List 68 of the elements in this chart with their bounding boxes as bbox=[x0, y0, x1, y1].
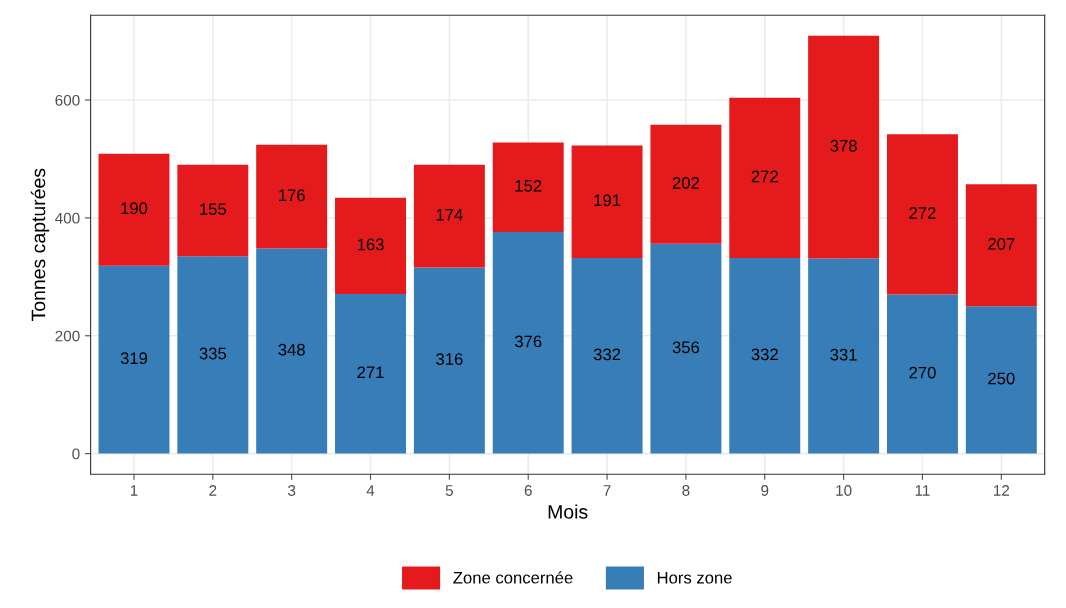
y-tick-label: 0 bbox=[72, 448, 80, 460]
bar bbox=[808, 35, 880, 259]
bar bbox=[571, 145, 643, 258]
bar bbox=[886, 294, 958, 454]
data-label: 270 bbox=[909, 366, 936, 379]
data-label: 272 bbox=[909, 207, 936, 219]
x-tick-label: 1 bbox=[130, 485, 138, 496]
x-tick-label: 2 bbox=[209, 485, 217, 496]
data-label: 376 bbox=[514, 335, 542, 348]
x-tick-label: 11 bbox=[915, 485, 930, 496]
bar bbox=[177, 164, 249, 257]
bar bbox=[808, 258, 880, 454]
bar bbox=[98, 153, 170, 266]
legend-label: Hors zone bbox=[657, 571, 732, 584]
data-label: 190 bbox=[121, 202, 148, 215]
data-label: 250 bbox=[988, 372, 1015, 385]
bar bbox=[492, 232, 564, 454]
y-tick-label: 400 bbox=[55, 212, 80, 224]
bar bbox=[965, 184, 1037, 307]
data-label: 348 bbox=[278, 343, 305, 356]
data-label: 174 bbox=[436, 208, 463, 221]
x-tick-label: 6 bbox=[524, 485, 532, 496]
x-axis-title: Mois bbox=[548, 504, 588, 519]
x-tick-label: 10 bbox=[836, 485, 852, 496]
data-label: 271 bbox=[357, 366, 384, 379]
bar bbox=[256, 144, 328, 249]
bar bbox=[571, 257, 643, 454]
x-tick-label: 8 bbox=[682, 485, 690, 496]
data-label: 272 bbox=[751, 170, 778, 183]
y-tick-label: 200 bbox=[55, 330, 80, 342]
x-tick-label: 12 bbox=[993, 485, 1010, 496]
data-label: 152 bbox=[515, 179, 542, 192]
bar bbox=[177, 256, 249, 454]
bar bbox=[965, 306, 1037, 454]
bar bbox=[335, 197, 407, 294]
x-tick-label: 3 bbox=[288, 485, 296, 496]
data-label: 332 bbox=[593, 348, 621, 361]
data-label: 331 bbox=[830, 348, 857, 361]
x-tick-label: 5 bbox=[445, 485, 453, 496]
bar bbox=[886, 134, 958, 295]
bar bbox=[650, 243, 722, 454]
data-label: 335 bbox=[199, 347, 227, 360]
data-label: 378 bbox=[830, 139, 857, 152]
data-label: 191 bbox=[594, 194, 621, 207]
data-label: 332 bbox=[751, 348, 778, 361]
data-label: 163 bbox=[357, 238, 384, 251]
legend-label: Zone concernée bbox=[453, 571, 573, 584]
bar bbox=[98, 265, 170, 454]
bar bbox=[729, 257, 801, 454]
x-tick-label: 4 bbox=[366, 485, 375, 496]
x-tick-label: 9 bbox=[761, 485, 769, 496]
data-label: 207 bbox=[988, 237, 1015, 250]
y-tick-label: 600 bbox=[55, 94, 80, 106]
data-label: 155 bbox=[200, 203, 227, 216]
x-tick-label: 7 bbox=[603, 485, 611, 496]
bar bbox=[492, 142, 564, 233]
data-label: 356 bbox=[672, 341, 700, 354]
data-label: 176 bbox=[279, 189, 305, 202]
data-label: 202 bbox=[672, 176, 699, 189]
bar bbox=[256, 248, 328, 454]
bar bbox=[729, 97, 801, 258]
bar bbox=[413, 164, 485, 268]
bar bbox=[335, 293, 407, 454]
data-label: 316 bbox=[436, 353, 463, 365]
y-axis-title: Tonnes capturées bbox=[30, 168, 50, 322]
data-label: 319 bbox=[120, 352, 148, 365]
bar bbox=[413, 267, 485, 454]
bar bbox=[650, 124, 722, 244]
